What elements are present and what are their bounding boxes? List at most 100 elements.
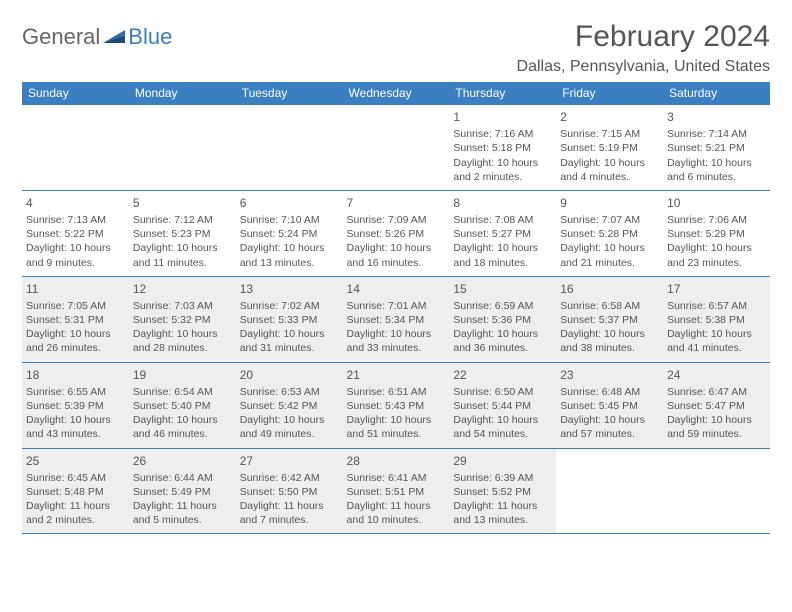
daylight-text: Daylight: 10 hours and 38 minutes. [560,327,659,355]
calendar-cell: 24 Sunrise: 6:47 AMSunset: 5:47 PMDayligh… [663,362,770,448]
daylight-text: Daylight: 10 hours and 46 minutes. [133,413,232,441]
calendar-cell: 1Sunrise: 7:16 AMSunset: 5:18 PMDaylight… [449,105,556,191]
daylight-text: Daylight: 10 hours and 2 minutes. [453,156,552,184]
daylight-text: Daylight: 10 hours and 28 minutes. [133,327,232,355]
daylight-text: Daylight: 10 hours and 43 minutes. [26,413,125,441]
calendar-cell: 12Sunrise: 7:03 AMSunset: 5:32 PMDayligh… [129,276,236,362]
daylight-text: Daylight: 10 hours and 59 minutes. [667,413,766,441]
calendar-cell [663,448,770,534]
sunrise-text: Sunrise: 6:39 AM [453,471,552,485]
sunrise-text: Sunrise: 6:51 AM [347,385,446,399]
sunset-text: Sunset: 5:31 PM [26,313,125,327]
day-number: 13 [240,281,339,297]
sunset-text: Sunset: 5:45 PM [560,399,659,413]
calendar-cell: 26 Sunrise: 6:44 AMSunset: 5:49 PMDayligh… [129,448,236,534]
header-monday: Monday [129,82,236,105]
daylight-text: Daylight: 10 hours and 31 minutes. [240,327,339,355]
day-number: 9 [560,195,659,211]
sunrise-text: Sunrise: 7:03 AM [133,299,232,313]
day-number: 11 [26,281,125,297]
calendar-cell: 9Sunrise: 7:07 AMSunset: 5:28 PMDaylight… [556,190,663,276]
sunrise-text: Sunrise: 7:06 AM [667,213,766,227]
sunrise-text: Sunrise: 7:09 AM [347,213,446,227]
calendar-cell: 23Sunrise: 6:48 AMSunset: 5:45 PMDayligh… [556,362,663,448]
sunrise-text: Sunrise: 7:13 AM [26,213,125,227]
day-number: 24 [667,367,766,383]
day-number: 19 [133,367,232,383]
header: General Blue February 2024 Dallas, Penns… [22,20,770,76]
sunset-text: Sunset: 5:19 PM [560,141,659,155]
calendar-cell: 27Sunrise: 6:42 AMSunset: 5:50 PMDayligh… [236,448,343,534]
calendar-cell: 4Sunrise: 7:13 AMSunset: 5:22 PMDaylight… [22,190,129,276]
calendar-cell: 14Sunrise: 7:01 AMSunset: 5:34 PMDayligh… [343,276,450,362]
sunset-text: Sunset: 5:33 PM [240,313,339,327]
sunrise-text: Sunrise: 7:16 AM [453,127,552,141]
calendar-cell: 5Sunrise: 7:12 AMSunset: 5:23 PMDaylight… [129,190,236,276]
daylight-text: Daylight: 10 hours and 51 minutes. [347,413,446,441]
sunrise-text: Sunrise: 6:41 AM [347,471,446,485]
day-number: 14 [347,281,446,297]
calendar-cell: 10Sunrise: 7:06 AMSunset: 5:29 PMDayligh… [663,190,770,276]
day-number: 21 [347,367,446,383]
calendar-cell: 20Sunrise: 6:53 AMSunset: 5:42 PMDayligh… [236,362,343,448]
sunset-text: Sunset: 5:29 PM [667,227,766,241]
location-text: Dallas, Pennsylvania, United States [517,58,770,76]
calendar-cell: 15 Sunrise: 6:59 AMSunset: 5:36 PMDayligh… [449,276,556,362]
day-number: 2 [560,109,659,125]
calendar-cell: 21 Sunrise: 6:51 AMSunset: 5:43 PMDayligh… [343,362,450,448]
day-number: 28 [347,453,446,469]
day-number: 1 [453,109,552,125]
sunrise-text: Sunrise: 7:01 AM [347,299,446,313]
sunrise-text: Sunrise: 6:54 AM [133,385,232,399]
header-saturday: Saturday [663,82,770,105]
day-number: 22 [453,367,552,383]
day-number: 29 [453,453,552,469]
daylight-text: Daylight: 10 hours and 9 minutes. [26,241,125,269]
day-number: 6 [240,195,339,211]
calendar-cell: 28Sunrise: 6:41 AMSunset: 5:51 PMDayligh… [343,448,450,534]
sunrise-text: Sunrise: 7:12 AM [133,213,232,227]
day-number: 18 [26,367,125,383]
sunset-text: Sunset: 5:36 PM [453,313,552,327]
sunset-text: Sunset: 5:44 PM [453,399,552,413]
sunrise-text: Sunrise: 6:45 AM [26,471,125,485]
daylight-text: Daylight: 11 hours and 10 minutes. [347,499,446,527]
calendar-cell: 19Sunrise: 6:54 AMSunset: 5:40 PMDayligh… [129,362,236,448]
calendar-cell: 6Sunrise: 7:10 AMSunset: 5:24 PMDaylight… [236,190,343,276]
day-number: 15 [453,281,552,297]
sunset-text: Sunset: 5:43 PM [347,399,446,413]
day-number: 10 [667,195,766,211]
calendar-cell: 8Sunrise: 7:08 AMSunset: 5:27 PMDaylight… [449,190,556,276]
day-number: 7 [347,195,446,211]
calendar-row: 25Sunrise: 6:45 AMSunset: 5:48 PMDayligh… [22,448,770,534]
logo: General Blue [22,24,172,50]
daylight-text: Daylight: 10 hours and 36 minutes. [453,327,552,355]
sunset-text: Sunset: 5:42 PM [240,399,339,413]
daylight-text: Daylight: 11 hours and 5 minutes. [133,499,232,527]
calendar-cell [236,105,343,191]
sunrise-text: Sunrise: 6:58 AM [560,299,659,313]
daylight-text: Daylight: 10 hours and 4 minutes. [560,156,659,184]
header-tuesday: Tuesday [236,82,343,105]
sunrise-text: Sunrise: 6:47 AM [667,385,766,399]
sunset-text: Sunset: 5:27 PM [453,227,552,241]
sunset-text: Sunset: 5:39 PM [26,399,125,413]
sunrise-text: Sunrise: 6:42 AM [240,471,339,485]
sunrise-text: Sunrise: 6:59 AM [453,299,552,313]
sunset-text: Sunset: 5:38 PM [667,313,766,327]
daylight-text: Daylight: 10 hours and 6 minutes. [667,156,766,184]
sunrise-text: Sunrise: 7:08 AM [453,213,552,227]
sunset-text: Sunset: 5:22 PM [26,227,125,241]
daylight-text: Daylight: 10 hours and 13 minutes. [240,241,339,269]
day-number: 26 [133,453,232,469]
sunrise-text: Sunrise: 6:44 AM [133,471,232,485]
daylight-text: Daylight: 10 hours and 41 minutes. [667,327,766,355]
daylight-text: Daylight: 11 hours and 7 minutes. [240,499,339,527]
sunrise-text: Sunrise: 6:57 AM [667,299,766,313]
sunset-text: Sunset: 5:49 PM [133,485,232,499]
sunset-text: Sunset: 5:47 PM [667,399,766,413]
sunset-text: Sunset: 5:26 PM [347,227,446,241]
sunset-text: Sunset: 5:23 PM [133,227,232,241]
daylight-text: Daylight: 10 hours and 18 minutes. [453,241,552,269]
sunrise-text: Sunrise: 7:02 AM [240,299,339,313]
